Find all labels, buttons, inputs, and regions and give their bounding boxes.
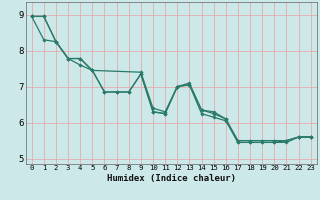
X-axis label: Humidex (Indice chaleur): Humidex (Indice chaleur) xyxy=(107,174,236,183)
